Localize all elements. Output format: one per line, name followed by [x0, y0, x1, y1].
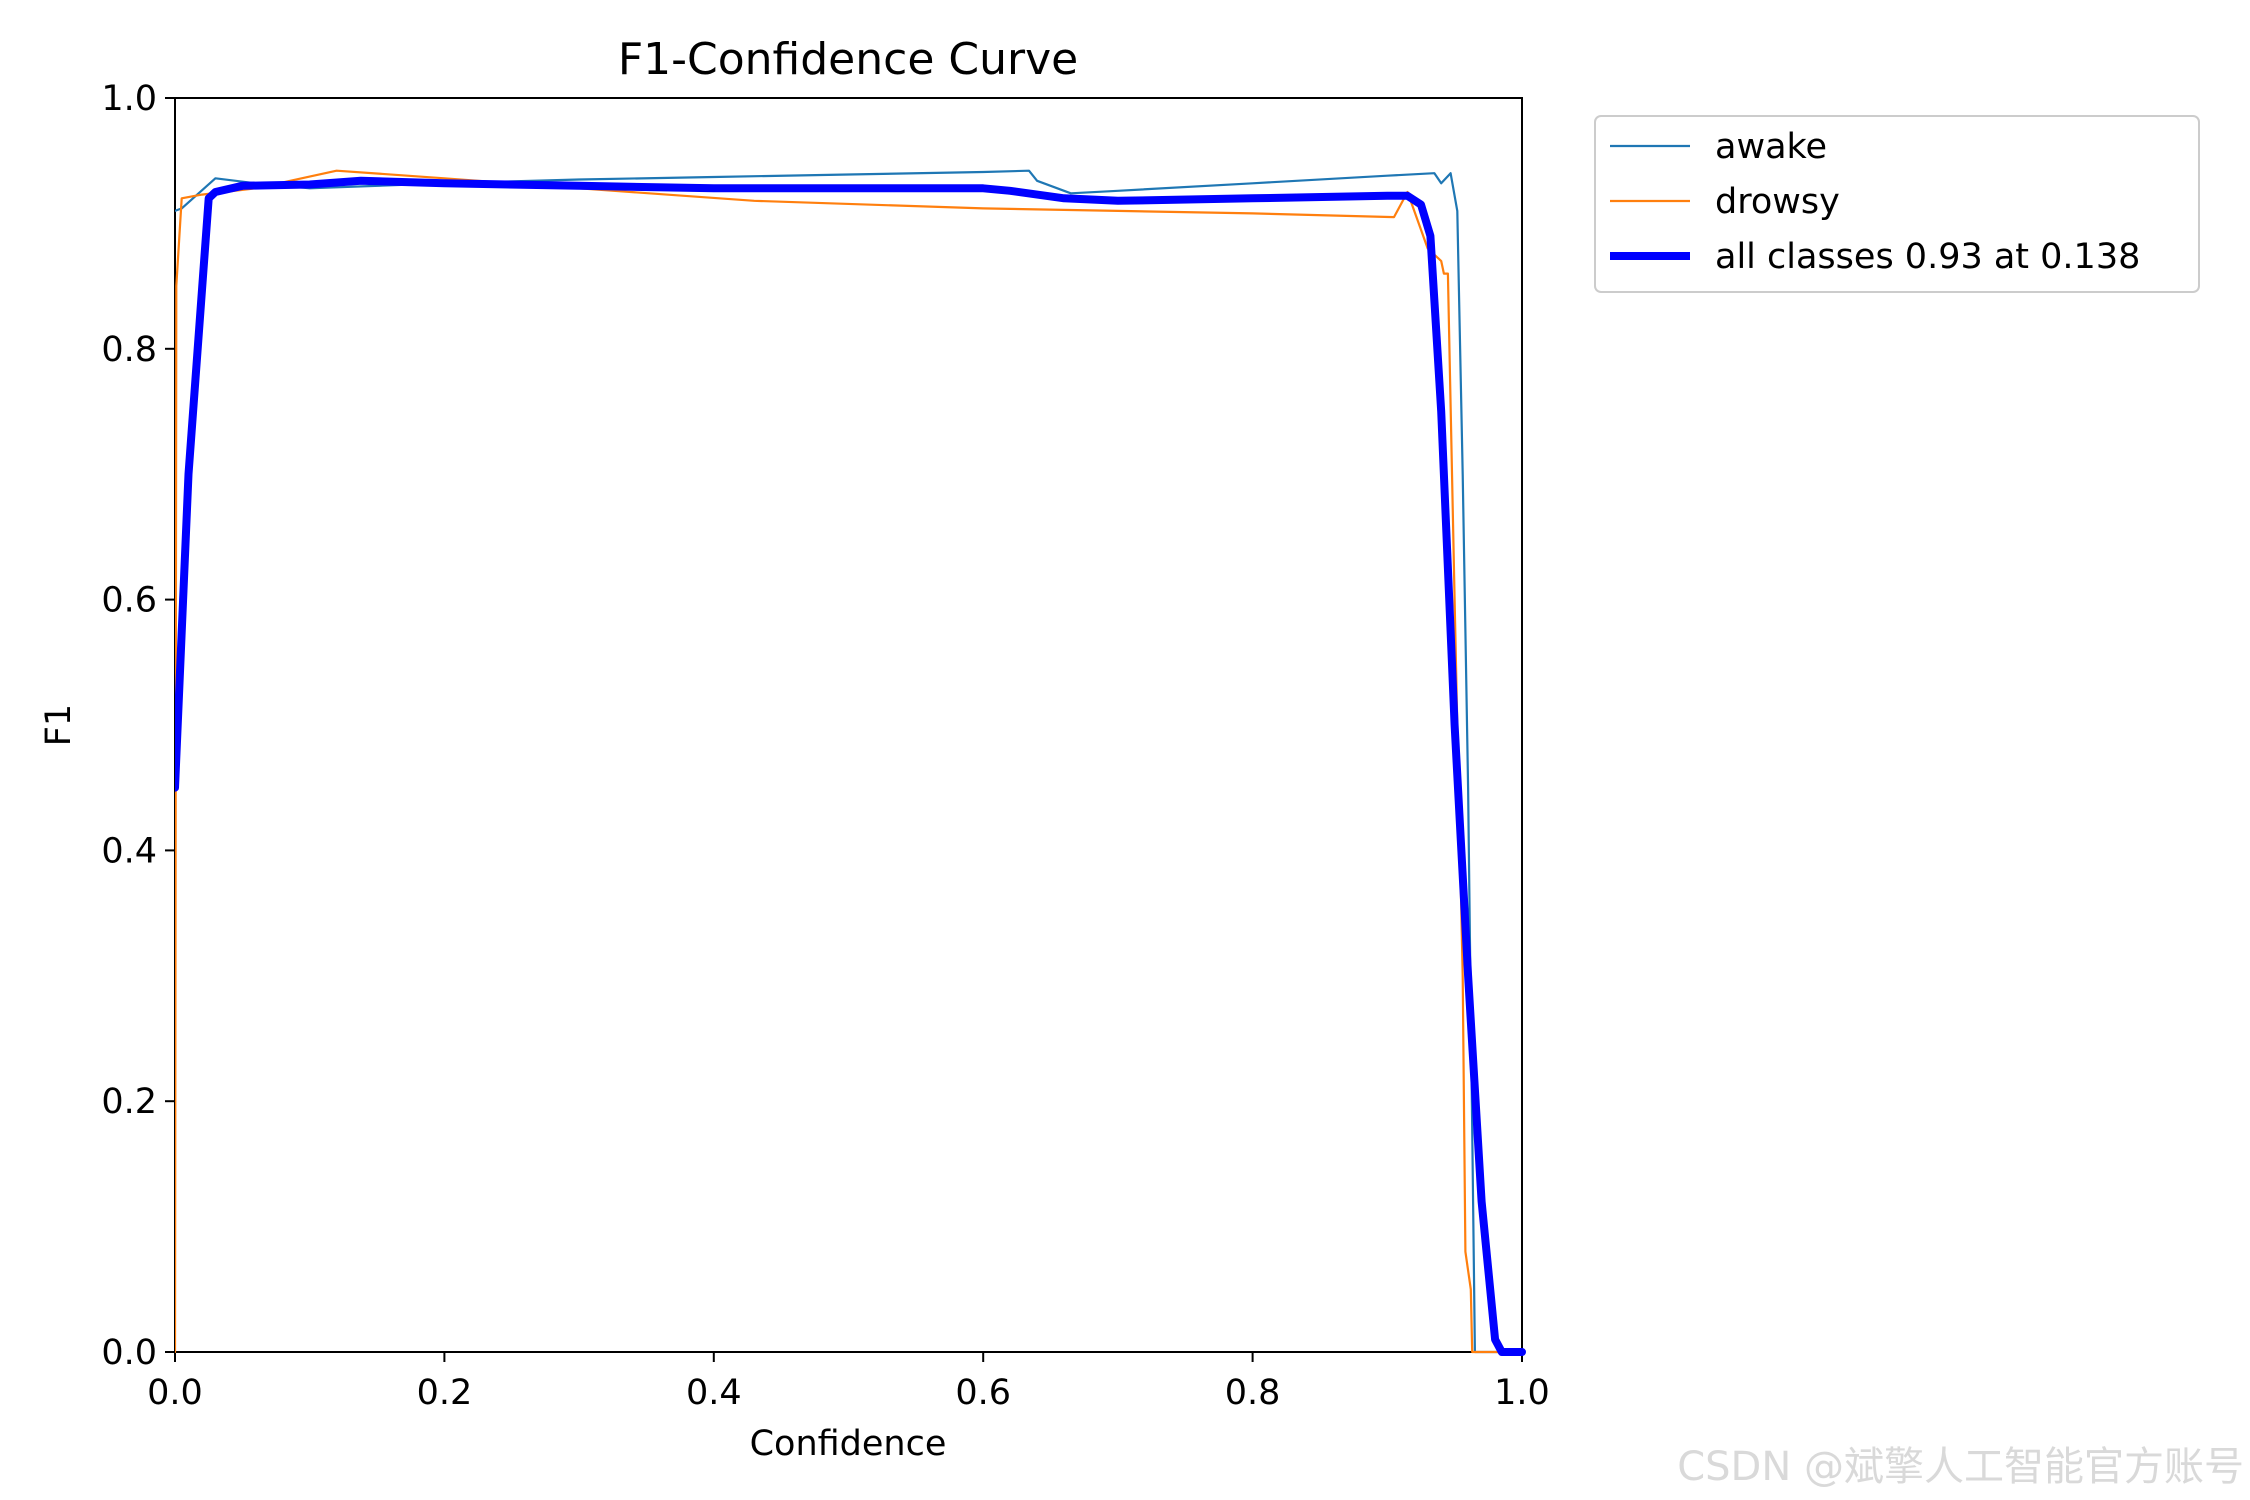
x-tick-label: 0.6: [955, 1373, 1011, 1413]
legend-label: awake: [1715, 127, 1827, 167]
y-axis-ticks: 0.0 0.2 0.4 0.6 0.8 1.0: [101, 79, 175, 1373]
legend-label: all classes 0.93 at 0.138: [1715, 237, 2140, 277]
y-tick-label: 0.4: [101, 831, 157, 871]
series-line-1: [175, 169, 1524, 1354]
legend: awake drowsy all classes 0.93 at 0.138: [1594, 115, 2200, 293]
y-tick-label: 0.8: [101, 330, 157, 370]
series-line-2: [175, 176, 1526, 1356]
x-tick-label: 0.4: [686, 1373, 742, 1413]
x-tick-label: 0.2: [417, 1373, 473, 1413]
x-tick-label: 0.0: [147, 1373, 203, 1413]
legend-box: [1594, 115, 2200, 293]
watermark: CSDN @斌擎人工智能官方账号: [1677, 1444, 2244, 1490]
y-tick-label: 0.6: [101, 581, 157, 621]
y-tick-label: 0.0: [101, 1333, 157, 1373]
x-axis-ticks: 0.0 0.2 0.4 0.6 0.8 1.0: [147, 1352, 1550, 1413]
series-line-0: [175, 169, 1524, 1354]
y-axis-label: F1: [39, 704, 79, 746]
x-tick-label: 0.8: [1225, 1373, 1281, 1413]
series-lines: [175, 169, 1526, 1356]
x-tick-label: 1.0: [1494, 1373, 1550, 1413]
x-axis-label: Confidence: [750, 1424, 947, 1464]
plot-area-frame: [174, 97, 1523, 1353]
legend-label: drowsy: [1715, 182, 1840, 222]
y-tick-label: 1.0: [101, 79, 157, 119]
y-tick-label: 0.2: [101, 1082, 157, 1122]
chart-title: F1-Confidence Curve: [618, 34, 1078, 85]
